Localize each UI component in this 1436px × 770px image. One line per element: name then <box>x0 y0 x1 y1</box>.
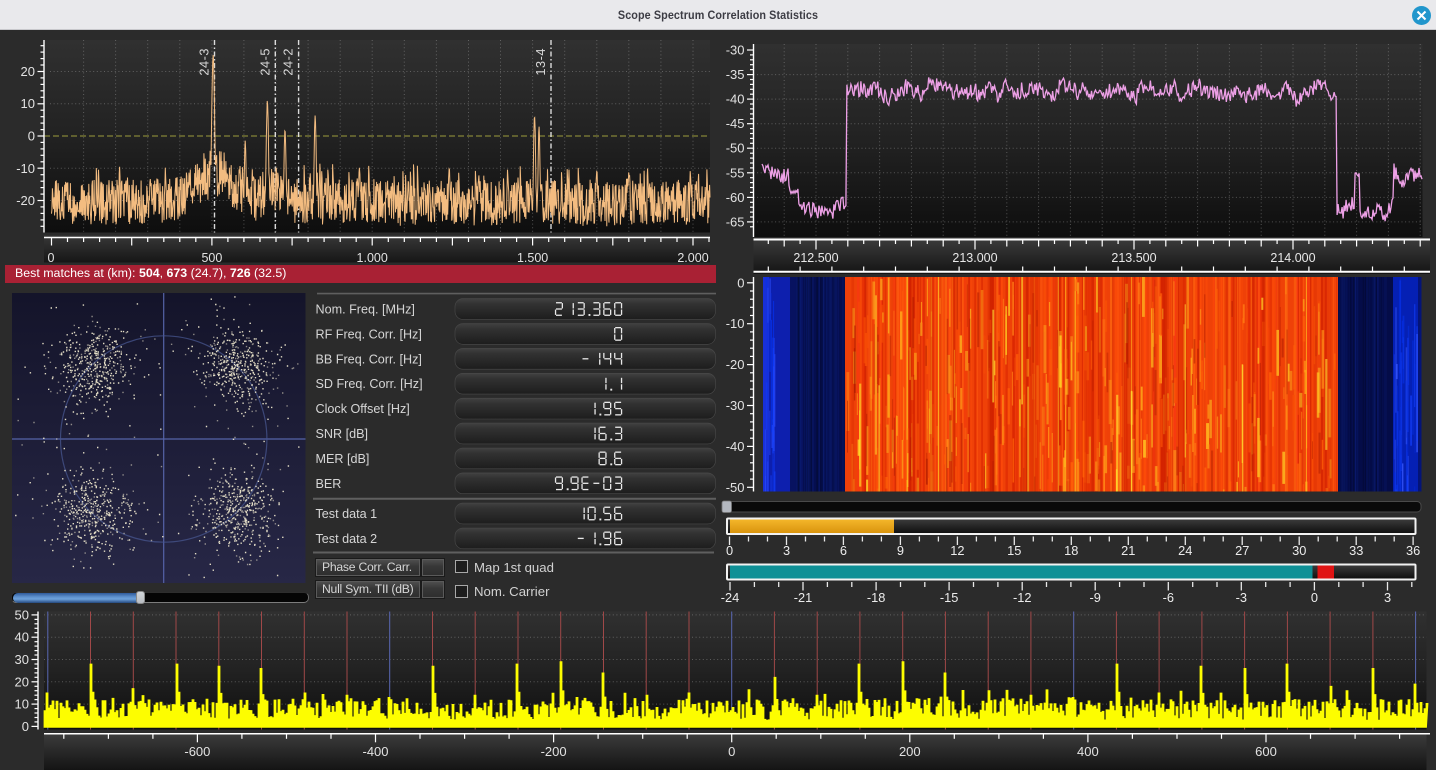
svg-text:200: 200 <box>899 744 921 759</box>
svg-text:Nom. Freq. [MHz]: Nom. Freq. [MHz] <box>316 303 415 317</box>
svg-text:0: 0 <box>726 543 733 558</box>
svg-text:RF Freq. Corr. [Hz]: RF Freq. Corr. [Hz] <box>316 327 422 341</box>
svg-text:30: 30 <box>1292 543 1306 558</box>
svg-text:-20: -20 <box>16 193 35 208</box>
svg-text:15: 15 <box>1007 543 1021 558</box>
svg-text:0: 0 <box>28 129 35 144</box>
svg-text:-60: -60 <box>726 190 745 205</box>
svg-text:-3: -3 <box>1236 590 1247 605</box>
svg-text:-200: -200 <box>541 744 567 759</box>
svg-text:21: 21 <box>1121 543 1135 558</box>
svg-text:-400: -400 <box>362 744 388 759</box>
svg-text:27: 27 <box>1235 543 1249 558</box>
svg-text:-50: -50 <box>726 141 745 156</box>
svg-text:0: 0 <box>48 251 55 265</box>
svg-text:-10: -10 <box>726 316 745 331</box>
svg-text:24-2: 24-2 <box>281 48 296 76</box>
svg-text:-12: -12 <box>1013 590 1031 605</box>
svg-text:18: 18 <box>1064 543 1078 558</box>
svg-text:0: 0 <box>1311 590 1318 605</box>
svg-text:Test data 1: Test data 1 <box>316 507 378 521</box>
svg-text:10: 10 <box>15 697 29 712</box>
svg-text:0: 0 <box>22 719 29 734</box>
svg-text:3: 3 <box>1384 590 1391 605</box>
svg-text:BB Freq. Corr. [Hz]: BB Freq. Corr. [Hz] <box>316 352 422 366</box>
svg-text:-10: -10 <box>16 161 35 176</box>
svg-text:2.000: 2.000 <box>677 251 708 265</box>
svg-text:30: 30 <box>15 652 29 667</box>
svg-text:-6: -6 <box>1163 590 1174 605</box>
svg-text:-21: -21 <box>794 590 813 605</box>
svg-text:-24: -24 <box>721 590 740 605</box>
svg-text:600: 600 <box>1255 744 1277 759</box>
svg-text:-18: -18 <box>867 590 886 605</box>
svg-text:24: 24 <box>1178 543 1192 558</box>
svg-text:214.000: 214.000 <box>1270 251 1315 265</box>
svg-text:50: 50 <box>15 607 29 622</box>
svg-text:Test data 2: Test data 2 <box>316 532 378 546</box>
svg-text:500: 500 <box>201 251 222 265</box>
svg-text:-45: -45 <box>726 116 745 131</box>
svg-text:10: 10 <box>21 96 35 111</box>
svg-text:-50: -50 <box>726 480 745 495</box>
svg-text:-600: -600 <box>184 744 210 759</box>
svg-text:MER [dB]: MER [dB] <box>316 452 370 466</box>
svg-text:13-4: 13-4 <box>533 48 548 76</box>
svg-text:0: 0 <box>728 744 735 759</box>
svg-text:24-5: 24-5 <box>257 48 272 76</box>
svg-text:-20: -20 <box>726 357 745 372</box>
svg-text:-40: -40 <box>726 92 745 107</box>
svg-text:-65: -65 <box>726 214 745 229</box>
svg-text:-40: -40 <box>726 439 745 454</box>
svg-text:-30: -30 <box>726 398 745 413</box>
svg-text:-9: -9 <box>1090 590 1101 605</box>
svg-text:3: 3 <box>783 543 790 558</box>
svg-text:6: 6 <box>840 543 847 558</box>
svg-text:SNR [dB]: SNR [dB] <box>316 427 369 441</box>
svg-text:213.000: 213.000 <box>952 251 997 265</box>
svg-text:1.000: 1.000 <box>357 251 388 265</box>
svg-text:-55: -55 <box>726 165 745 180</box>
svg-text:40: 40 <box>15 630 29 645</box>
svg-text:212.500: 212.500 <box>793 251 838 265</box>
svg-text:9: 9 <box>897 543 904 558</box>
svg-text:SD Freq. Corr. [Hz]: SD Freq. Corr. [Hz] <box>316 377 423 391</box>
svg-text:1.500: 1.500 <box>517 251 548 265</box>
svg-text:213.500: 213.500 <box>1111 251 1156 265</box>
svg-text:20: 20 <box>15 674 29 689</box>
svg-text:BER: BER <box>316 477 342 491</box>
svg-text:Clock Offset [Hz]: Clock Offset [Hz] <box>316 402 410 416</box>
svg-text:-35: -35 <box>726 67 745 82</box>
svg-text:400: 400 <box>1077 744 1099 759</box>
svg-text:24-3: 24-3 <box>197 48 212 76</box>
svg-text:33: 33 <box>1349 543 1363 558</box>
svg-text:0: 0 <box>737 275 744 290</box>
svg-text:-30: -30 <box>726 43 745 58</box>
svg-text:-15: -15 <box>940 590 959 605</box>
svg-text:36: 36 <box>1406 543 1420 558</box>
svg-text:12: 12 <box>950 543 964 558</box>
svg-text:20: 20 <box>21 64 35 79</box>
